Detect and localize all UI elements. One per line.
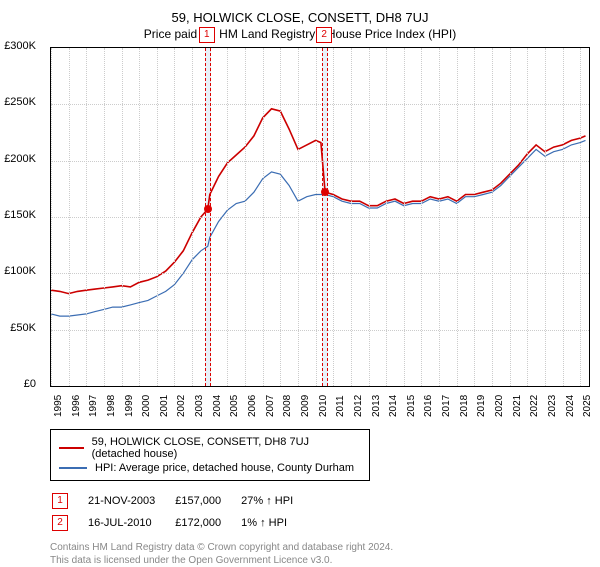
event-marker-2: 2 <box>316 27 332 43</box>
series-hpi <box>51 140 586 316</box>
x-axis-label: 2022 <box>529 395 540 417</box>
x-axis-label: 2003 <box>194 395 205 417</box>
x-axis-label: 2001 <box>159 395 170 417</box>
y-axis-label: £150K <box>0 209 36 221</box>
sales-table: 1 21-NOV-2003£157,00027% ↑ HPI 2 16-JUL-201… <box>50 489 313 535</box>
plot-area <box>50 47 590 387</box>
x-axis-label: 2007 <box>265 395 276 417</box>
x-axis-label: 2006 <box>247 395 258 417</box>
x-axis-label: 2004 <box>212 395 223 417</box>
x-axis-label: 2025 <box>582 395 593 417</box>
x-axis-label: 2010 <box>318 395 329 417</box>
y-axis-label: £200K <box>0 153 36 165</box>
x-axis-label: 2000 <box>141 395 152 417</box>
legend-item: 59, HOLWICK CLOSE, CONSETT, DH8 7UJ (det… <box>59 436 361 460</box>
sale-price: £157,000 <box>175 491 239 511</box>
x-axis-label: 2024 <box>565 395 576 417</box>
x-axis-label: 1996 <box>71 395 82 417</box>
series-property <box>51 109 586 294</box>
chart-title: 59, HOLWICK CLOSE, CONSETT, DH8 7UJ <box>10 10 590 25</box>
legend-box: 59, HOLWICK CLOSE, CONSETT, DH8 7UJ (det… <box>50 429 370 481</box>
x-axis-label: 2008 <box>282 395 293 417</box>
event-dot <box>321 188 329 196</box>
footer-line-1: Contains HM Land Registry data © Crown c… <box>50 541 590 554</box>
x-axis-label: 2012 <box>353 395 364 417</box>
y-axis-label: £0 <box>0 378 36 390</box>
sale-delta: 1% ↑ HPI <box>241 513 311 533</box>
footer-attribution: Contains HM Land Registry data © Crown c… <box>50 541 590 567</box>
x-axis-label: 2020 <box>494 395 505 417</box>
legend-swatch <box>59 467 87 469</box>
x-axis-label: 1998 <box>106 395 117 417</box>
sale-date: 16-JUL-2010 <box>88 513 173 533</box>
event-marker-1: 1 <box>199 27 215 43</box>
sale-marker: 1 <box>52 493 68 509</box>
x-axis-label: 1997 <box>88 395 99 417</box>
x-axis-label: 2018 <box>459 395 470 417</box>
footer-line-2: This data is licensed under the Open Gov… <box>50 554 590 567</box>
sale-delta: 27% ↑ HPI <box>241 491 311 511</box>
x-axis-label: 2013 <box>371 395 382 417</box>
sale-row: 2 16-JUL-2010£172,0001% ↑ HPI <box>52 513 311 533</box>
legend-item: HPI: Average price, detached house, Coun… <box>59 462 361 474</box>
x-axis-label: 2011 <box>335 395 346 417</box>
x-axis-label: 2017 <box>441 395 452 417</box>
sale-price: £172,000 <box>175 513 239 533</box>
y-axis-label: £250K <box>0 96 36 108</box>
x-axis-label: 2016 <box>423 395 434 417</box>
legend-swatch <box>59 447 84 449</box>
x-axis-label: 2019 <box>476 395 487 417</box>
chart-subtitle: Price paid vs. HM Land Registry's House … <box>10 27 590 41</box>
x-axis-label: 2015 <box>406 395 417 417</box>
chart-container: 59, HOLWICK CLOSE, CONSETT, DH8 7UJ Pric… <box>0 0 600 560</box>
y-axis-label: £50K <box>0 322 36 334</box>
event-dot <box>204 205 212 213</box>
x-axis-label: 1995 <box>53 395 64 417</box>
legend-label: 59, HOLWICK CLOSE, CONSETT, DH8 7UJ (det… <box>92 436 361 460</box>
sale-row: 1 21-NOV-2003£157,00027% ↑ HPI <box>52 491 311 511</box>
x-axis-label: 1999 <box>124 395 135 417</box>
y-axis-label: £300K <box>0 40 36 52</box>
sale-date: 21-NOV-2003 <box>88 491 173 511</box>
y-axis-label: £100K <box>0 265 36 277</box>
x-axis-label: 2009 <box>300 395 311 417</box>
x-axis-label: 2023 <box>547 395 558 417</box>
x-axis-label: 2021 <box>512 395 523 417</box>
x-axis-label: 2002 <box>176 395 187 417</box>
x-axis-label: 2014 <box>388 395 399 417</box>
x-axis-label: 2005 <box>229 395 240 417</box>
sale-marker: 2 <box>52 515 68 531</box>
legend-label: HPI: Average price, detached house, Coun… <box>95 462 354 474</box>
